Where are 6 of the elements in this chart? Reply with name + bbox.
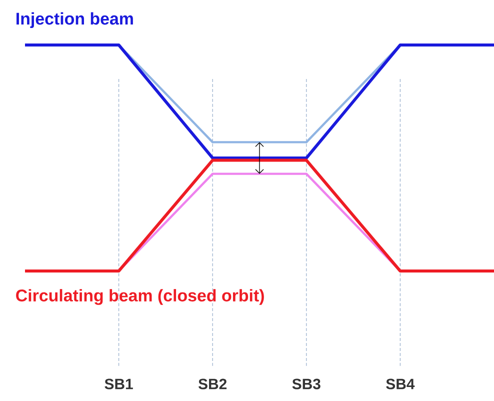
x-tick-label: SB3 (292, 378, 320, 390)
x-tick-label: SB4 (386, 378, 415, 390)
x-tick-label: SB1 (104, 378, 133, 390)
series-label: Circulating beam (closed orbit) (16, 289, 264, 305)
series-label: Injection beam (16, 12, 133, 28)
x-tick-label: SB2 (198, 378, 227, 390)
